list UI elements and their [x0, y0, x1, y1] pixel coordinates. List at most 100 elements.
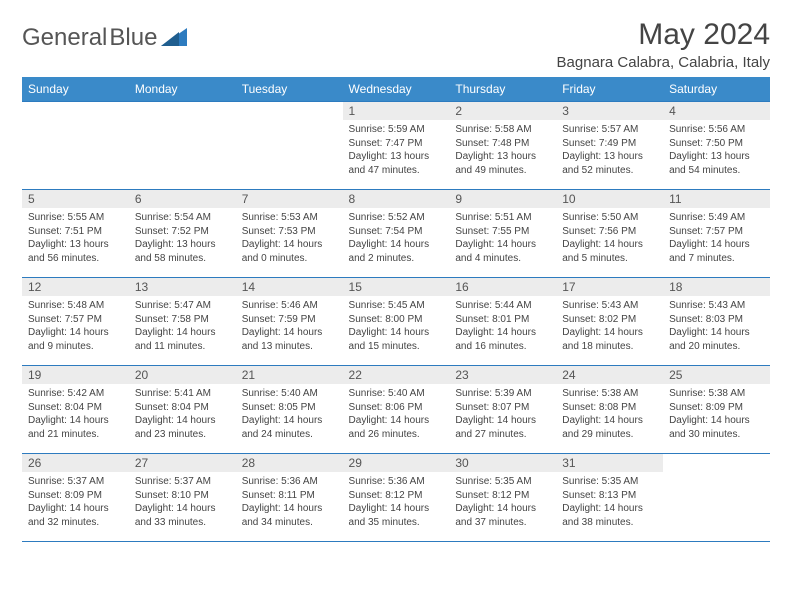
- day-detail: Sunrise: 5:52 AMSunset: 7:54 PMDaylight:…: [343, 208, 450, 269]
- calendar-cell: 18Sunrise: 5:43 AMSunset: 8:03 PMDayligh…: [663, 278, 770, 366]
- day-detail: Sunrise: 5:45 AMSunset: 8:00 PMDaylight:…: [343, 296, 450, 357]
- day-detail: Sunrise: 5:47 AMSunset: 7:58 PMDaylight:…: [129, 296, 236, 357]
- day-number: 12: [22, 278, 129, 296]
- location-text: Bagnara Calabra, Calabria, Italy: [557, 54, 770, 71]
- calendar-cell: 5Sunrise: 5:55 AMSunset: 7:51 PMDaylight…: [22, 190, 129, 278]
- month-title: May 2024: [557, 18, 770, 52]
- day-number: 5: [22, 190, 129, 208]
- calendar-cell: 20Sunrise: 5:41 AMSunset: 8:04 PMDayligh…: [129, 366, 236, 454]
- calendar-cell: 28Sunrise: 5:36 AMSunset: 8:11 PMDayligh…: [236, 454, 343, 542]
- day-number: 19: [22, 366, 129, 384]
- day-header: Friday: [556, 77, 663, 102]
- calendar-cell: 4Sunrise: 5:56 AMSunset: 7:50 PMDaylight…: [663, 102, 770, 190]
- calendar-cell: [129, 102, 236, 190]
- logo-text-general: General: [22, 24, 107, 52]
- day-detail: Sunrise: 5:59 AMSunset: 7:47 PMDaylight:…: [343, 120, 450, 181]
- calendar-cell: 27Sunrise: 5:37 AMSunset: 8:10 PMDayligh…: [129, 454, 236, 542]
- calendar-cell: 13Sunrise: 5:47 AMSunset: 7:58 PMDayligh…: [129, 278, 236, 366]
- day-detail: Sunrise: 5:53 AMSunset: 7:53 PMDaylight:…: [236, 208, 343, 269]
- calendar-head: SundayMondayTuesdayWednesdayThursdayFrid…: [22, 77, 770, 102]
- day-number: 6: [129, 190, 236, 208]
- day-number: 20: [129, 366, 236, 384]
- day-detail: Sunrise: 5:36 AMSunset: 8:11 PMDaylight:…: [236, 472, 343, 533]
- day-header: Wednesday: [343, 77, 450, 102]
- day-number: 24: [556, 366, 663, 384]
- calendar-cell: 17Sunrise: 5:43 AMSunset: 8:02 PMDayligh…: [556, 278, 663, 366]
- day-detail: Sunrise: 5:50 AMSunset: 7:56 PMDaylight:…: [556, 208, 663, 269]
- day-detail: Sunrise: 5:46 AMSunset: 7:59 PMDaylight:…: [236, 296, 343, 357]
- day-number: 15: [343, 278, 450, 296]
- day-detail: Sunrise: 5:55 AMSunset: 7:51 PMDaylight:…: [22, 208, 129, 269]
- calendar-body: 1Sunrise: 5:59 AMSunset: 7:47 PMDaylight…: [22, 102, 770, 542]
- calendar-cell: 7Sunrise: 5:53 AMSunset: 7:53 PMDaylight…: [236, 190, 343, 278]
- day-detail: Sunrise: 5:37 AMSunset: 8:09 PMDaylight:…: [22, 472, 129, 533]
- calendar-cell: 24Sunrise: 5:38 AMSunset: 8:08 PMDayligh…: [556, 366, 663, 454]
- day-number: 3: [556, 102, 663, 120]
- day-number: 22: [343, 366, 450, 384]
- day-number: 2: [449, 102, 556, 120]
- day-number: 30: [449, 454, 556, 472]
- day-number: 1: [343, 102, 450, 120]
- day-detail: Sunrise: 5:40 AMSunset: 8:06 PMDaylight:…: [343, 384, 450, 445]
- day-detail: Sunrise: 5:48 AMSunset: 7:57 PMDaylight:…: [22, 296, 129, 357]
- calendar-week-row: 1Sunrise: 5:59 AMSunset: 7:47 PMDaylight…: [22, 102, 770, 190]
- day-header: Sunday: [22, 77, 129, 102]
- calendar-cell: 6Sunrise: 5:54 AMSunset: 7:52 PMDaylight…: [129, 190, 236, 278]
- calendar-cell: 16Sunrise: 5:44 AMSunset: 8:01 PMDayligh…: [449, 278, 556, 366]
- calendar-cell: [663, 454, 770, 542]
- day-number: 26: [22, 454, 129, 472]
- day-number: 14: [236, 278, 343, 296]
- calendar-cell: 8Sunrise: 5:52 AMSunset: 7:54 PMDaylight…: [343, 190, 450, 278]
- calendar-cell: 14Sunrise: 5:46 AMSunset: 7:59 PMDayligh…: [236, 278, 343, 366]
- calendar-page: GeneralBlue May 2024 Bagnara Calabra, Ca…: [0, 0, 792, 560]
- calendar-cell: 25Sunrise: 5:38 AMSunset: 8:09 PMDayligh…: [663, 366, 770, 454]
- day-detail: Sunrise: 5:56 AMSunset: 7:50 PMDaylight:…: [663, 120, 770, 181]
- day-detail: Sunrise: 5:57 AMSunset: 7:49 PMDaylight:…: [556, 120, 663, 181]
- day-detail: Sunrise: 5:51 AMSunset: 7:55 PMDaylight:…: [449, 208, 556, 269]
- day-detail: Sunrise: 5:54 AMSunset: 7:52 PMDaylight:…: [129, 208, 236, 269]
- calendar-cell: 21Sunrise: 5:40 AMSunset: 8:05 PMDayligh…: [236, 366, 343, 454]
- day-number: 9: [449, 190, 556, 208]
- day-detail: Sunrise: 5:35 AMSunset: 8:12 PMDaylight:…: [449, 472, 556, 533]
- day-number: 25: [663, 366, 770, 384]
- title-block: May 2024 Bagnara Calabra, Calabria, Ital…: [557, 18, 770, 71]
- day-number: 10: [556, 190, 663, 208]
- calendar-cell: 15Sunrise: 5:45 AMSunset: 8:00 PMDayligh…: [343, 278, 450, 366]
- calendar-cell: 26Sunrise: 5:37 AMSunset: 8:09 PMDayligh…: [22, 454, 129, 542]
- day-number: 11: [663, 190, 770, 208]
- calendar-week-row: 19Sunrise: 5:42 AMSunset: 8:04 PMDayligh…: [22, 366, 770, 454]
- logo: GeneralBlue: [22, 24, 187, 52]
- day-number: 28: [236, 454, 343, 472]
- calendar-cell: 3Sunrise: 5:57 AMSunset: 7:49 PMDaylight…: [556, 102, 663, 190]
- header: GeneralBlue May 2024 Bagnara Calabra, Ca…: [22, 18, 770, 71]
- day-number: 4: [663, 102, 770, 120]
- calendar-cell: [22, 102, 129, 190]
- calendar-cell: 11Sunrise: 5:49 AMSunset: 7:57 PMDayligh…: [663, 190, 770, 278]
- day-header: Thursday: [449, 77, 556, 102]
- calendar-cell: 22Sunrise: 5:40 AMSunset: 8:06 PMDayligh…: [343, 366, 450, 454]
- calendar-week-row: 26Sunrise: 5:37 AMSunset: 8:09 PMDayligh…: [22, 454, 770, 542]
- calendar-cell: [236, 102, 343, 190]
- calendar-cell: 9Sunrise: 5:51 AMSunset: 7:55 PMDaylight…: [449, 190, 556, 278]
- day-header: Saturday: [663, 77, 770, 102]
- day-detail: Sunrise: 5:35 AMSunset: 8:13 PMDaylight:…: [556, 472, 663, 533]
- day-detail: Sunrise: 5:43 AMSunset: 8:02 PMDaylight:…: [556, 296, 663, 357]
- day-number: 8: [343, 190, 450, 208]
- calendar-cell: 29Sunrise: 5:36 AMSunset: 8:12 PMDayligh…: [343, 454, 450, 542]
- day-detail: Sunrise: 5:36 AMSunset: 8:12 PMDaylight:…: [343, 472, 450, 533]
- day-detail: Sunrise: 5:49 AMSunset: 7:57 PMDaylight:…: [663, 208, 770, 269]
- day-number: 7: [236, 190, 343, 208]
- calendar-table: SundayMondayTuesdayWednesdayThursdayFrid…: [22, 77, 770, 542]
- day-number: 13: [129, 278, 236, 296]
- day-detail: Sunrise: 5:41 AMSunset: 8:04 PMDaylight:…: [129, 384, 236, 445]
- day-number: 21: [236, 366, 343, 384]
- day-detail: Sunrise: 5:58 AMSunset: 7:48 PMDaylight:…: [449, 120, 556, 181]
- calendar-week-row: 5Sunrise: 5:55 AMSunset: 7:51 PMDaylight…: [22, 190, 770, 278]
- day-header: Tuesday: [236, 77, 343, 102]
- day-number: 17: [556, 278, 663, 296]
- day-number: 31: [556, 454, 663, 472]
- day-detail: Sunrise: 5:38 AMSunset: 8:08 PMDaylight:…: [556, 384, 663, 445]
- calendar-cell: 30Sunrise: 5:35 AMSunset: 8:12 PMDayligh…: [449, 454, 556, 542]
- day-number: 23: [449, 366, 556, 384]
- day-number: 29: [343, 454, 450, 472]
